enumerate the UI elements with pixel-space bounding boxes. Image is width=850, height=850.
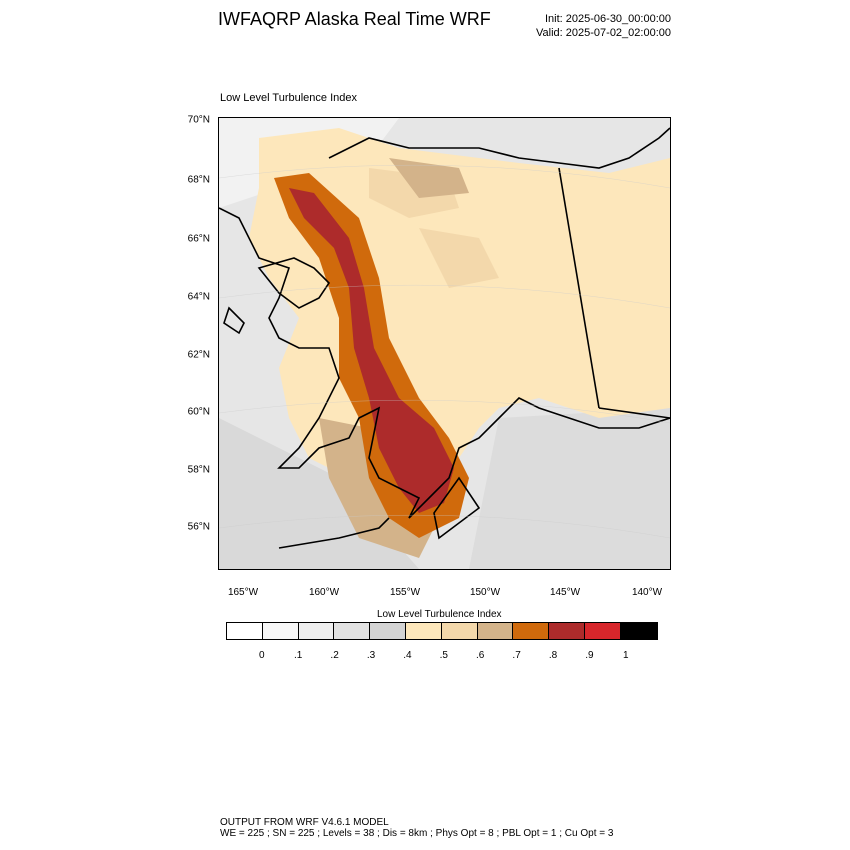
graticule-line [219,399,670,424]
colorbar-tick-label: .2 [330,650,339,661]
footer-config-line: WE = 225 ; SN = 225 ; Levels = 38 ; Dis … [220,828,614,839]
colorbar-swatch [227,623,263,639]
colorbar-swatch [262,623,299,639]
colorbar-title: Low Level Turbulence Index [377,609,502,620]
colorbar-swatch [549,623,585,639]
turbulence-core-0.9 [289,188,454,513]
lon-label-140w: 140°W [631,587,663,598]
kodiak-island [433,476,481,540]
graticule-line [219,514,670,539]
colorbar-tick-label: 0 [259,650,265,661]
colorbar-swatch [334,623,371,639]
colorbar-swatch [370,623,406,639]
map-field-label: Low Level Turbulence Index [220,92,357,104]
coastline-outlines [219,127,670,549]
valid-time: Valid: 2025-07-02_02:00:00 [536,27,671,39]
init-time: Init: 2025-06-30_00:00:00 [545,13,671,25]
footer-model-line: OUTPUT FROM WRF V4.6.1 MODEL [220,817,389,828]
lat-label-66n: 66°N [187,233,210,245]
land-index-0.6-interior [419,228,499,288]
lat-label-70n: 70°N [187,114,210,126]
lat-label-64n: 64°N [187,291,210,303]
gulf-of-alaska-patch [469,408,670,569]
colorbar-swatch [405,623,442,639]
lon-label-150w: 150°W [469,587,501,598]
colorbar-swatch [584,623,621,639]
colorbar-tick-label: .1 [294,650,303,661]
colorbar-tick-label: .3 [366,650,376,661]
alaska-peninsula [278,517,390,549]
colorbar-tick-label: .8 [548,650,558,661]
west-south-coast [219,207,670,519]
graticule-line [219,164,670,189]
saint-lawrence-island [223,306,245,335]
colorbar-tick-label: .9 [585,650,594,661]
colorbar-tick-label: .4 [403,650,412,661]
graticule [219,164,670,539]
colorbar-swatch [513,623,550,639]
lat-label-68n: 68°N [187,174,210,186]
lon-label-155w: 155°W [389,587,421,598]
colorbar-swatch [620,623,657,639]
colorbar-tick-label: .6 [476,650,485,661]
colorbar [226,622,658,640]
lon-label-165w: 165°W [227,587,259,598]
model-footer: OUTPUT FROM WRF V4.6.1 MODEL WE = 225 ; … [220,817,613,839]
colorbar-tick-label: .5 [439,650,448,661]
lon-label-160w: 160°W [308,587,340,598]
lon-label-145w: 145°W [549,587,581,598]
colorbar-swatch [477,623,514,639]
lat-label-56n: 56°N [187,521,210,533]
border-south [598,407,670,419]
land-index-0.7-north [389,158,469,198]
colorbar-tick-label: 1 [623,650,629,661]
seward-peninsula [257,257,331,309]
plot-title: IWFAQRP Alaska Real Time WRF [218,9,491,29]
lat-label-62n: 62°N [187,349,210,361]
colorbar-tick-label: .7 [512,650,521,661]
alaska-turbulence-map [219,118,670,569]
colorbar-swatch [298,623,335,639]
us-canada-border [558,167,600,409]
lat-label-60n: 60°N [187,406,210,418]
lat-label-58n: 58°N [187,464,210,476]
graticule-line [219,284,670,309]
map-panel [218,117,671,570]
colorbar-swatch [441,623,478,639]
north-coast [328,127,670,169]
